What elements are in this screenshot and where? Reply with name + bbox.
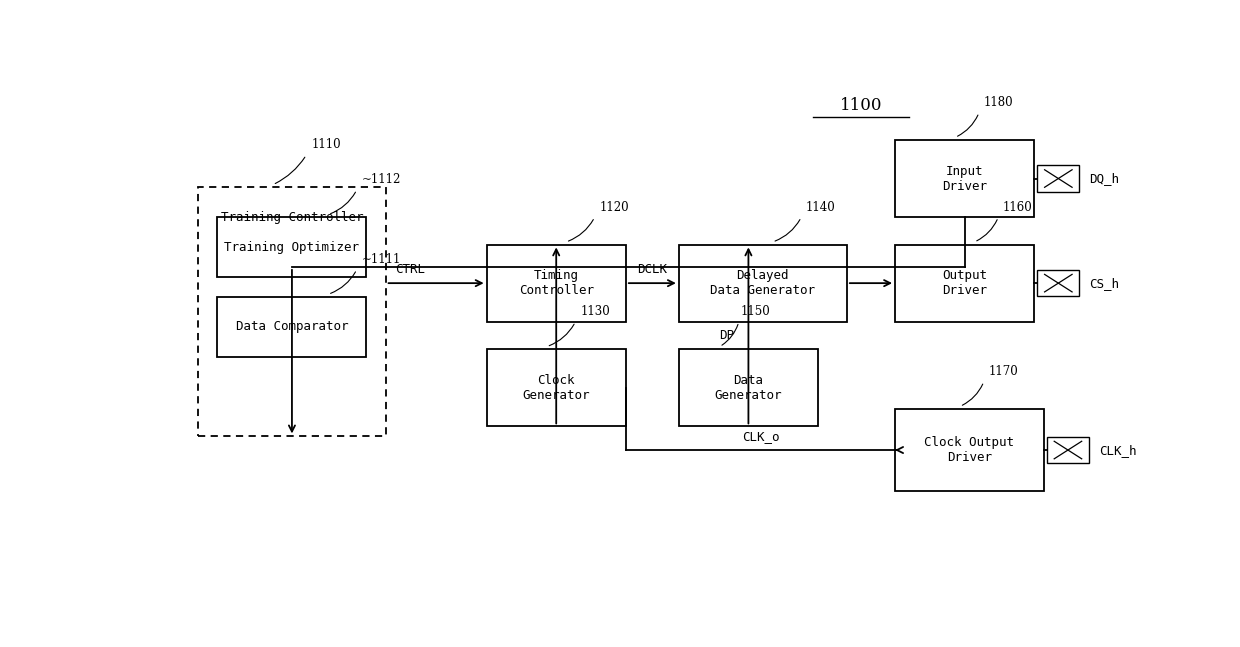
Text: 1130: 1130 (580, 305, 610, 318)
Bar (895, 245, 1034, 322)
Bar (678, 245, 847, 322)
Text: Training Controller: Training Controller (221, 211, 363, 224)
Bar (1037, 166, 1080, 192)
Text: Data
Generator: Data Generator (714, 374, 782, 402)
Text: CS_h: CS_h (1089, 277, 1118, 290)
Text: 1140: 1140 (806, 201, 836, 214)
Text: Timing
Controller: Timing Controller (518, 269, 594, 297)
Text: 1120: 1120 (599, 201, 629, 214)
Text: Clock Output
Driver: Clock Output Driver (925, 436, 1014, 464)
Text: 1160: 1160 (1003, 201, 1033, 214)
Text: Delayed
Data Generator: Delayed Data Generator (711, 269, 816, 297)
Text: 1100: 1100 (839, 96, 883, 113)
Text: Output
Driver: Output Driver (942, 269, 987, 297)
Text: 1180: 1180 (983, 96, 1013, 109)
Text: CLK_h: CLK_h (1099, 444, 1136, 457)
Bar (895, 140, 1034, 217)
Bar (678, 349, 818, 426)
Bar (217, 217, 367, 277)
Bar (486, 349, 626, 426)
Text: DQ_h: DQ_h (1089, 172, 1118, 185)
Text: Data Comparator: Data Comparator (236, 320, 348, 333)
Text: DCLK: DCLK (637, 263, 667, 276)
Text: Input
Driver: Input Driver (942, 164, 987, 193)
Bar (217, 297, 367, 356)
Text: Clock
Generator: Clock Generator (522, 374, 590, 402)
Text: CTRL: CTRL (396, 263, 425, 276)
Text: Training Optimizer: Training Optimizer (224, 241, 360, 254)
Bar (1037, 270, 1080, 296)
Text: CLK_o: CLK_o (742, 430, 779, 443)
Text: 1110: 1110 (311, 138, 341, 151)
Text: DP: DP (719, 329, 734, 342)
Bar (895, 409, 1044, 491)
Text: ~1111: ~1111 (362, 253, 401, 266)
Bar (486, 245, 626, 322)
Text: 1170: 1170 (988, 365, 1018, 378)
Text: ~1112: ~1112 (362, 173, 401, 186)
Bar (198, 187, 386, 436)
Bar (1047, 437, 1089, 463)
Text: 1150: 1150 (740, 305, 770, 318)
